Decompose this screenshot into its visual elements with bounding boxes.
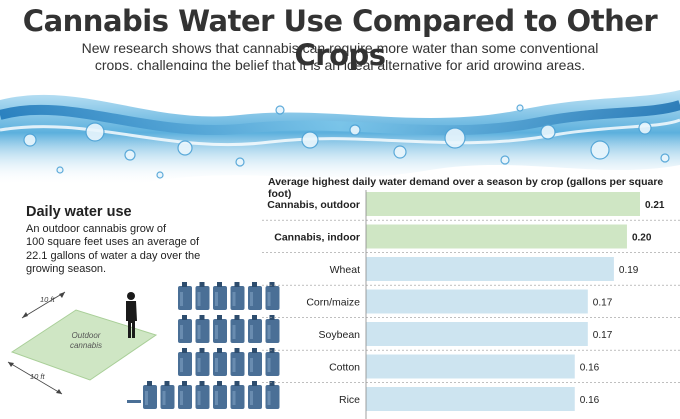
water-jug-icon xyxy=(178,381,192,409)
page-subtitle: New research shows that cannabis can req… xyxy=(20,40,660,74)
water-jug-icon xyxy=(248,315,262,343)
bar-soybean xyxy=(366,322,588,346)
category-label: Rice xyxy=(339,394,360,406)
outdoor-plot xyxy=(10,309,158,381)
water-wave-banner xyxy=(0,70,680,186)
bar-chart: Cannabis, outdoor 0.21 Cannabis, indoor 0.2… xyxy=(262,190,680,419)
category-label: Cotton xyxy=(329,362,360,374)
value-label: 0.21 xyxy=(645,200,665,211)
water-jug-icon xyxy=(248,348,262,376)
plot-label-line1: Outdoor xyxy=(72,331,101,340)
daily-water-use-title: Daily water use xyxy=(26,204,132,220)
bar-cannabis-indoor xyxy=(366,224,627,249)
text-line: growing season. xyxy=(26,262,107,275)
water-jug-icon xyxy=(265,315,280,343)
person-icon xyxy=(126,292,137,338)
water-jug-icon xyxy=(160,381,175,409)
value-label: 0.17 xyxy=(593,330,613,341)
dimension-arrow-top xyxy=(21,291,66,319)
page-title: Cannabis Water Use Compared to Other Cro… xyxy=(22,4,658,72)
partial-jug-icon xyxy=(127,400,141,403)
value-label: 0.17 xyxy=(593,298,613,309)
bar-cannabis-outdoor xyxy=(366,192,640,216)
water-jug-icon xyxy=(213,381,227,409)
water-jug-icon xyxy=(195,315,210,343)
water-jug-icon xyxy=(248,381,262,409)
water-jugs-group xyxy=(127,282,280,409)
water-jug-icon xyxy=(230,282,245,310)
category-label: Cannabis, outdoor xyxy=(267,199,360,211)
water-jug-icon xyxy=(195,381,210,409)
water-jug-icon xyxy=(195,282,210,310)
water-jug-icon xyxy=(178,348,192,376)
water-jug-icon xyxy=(213,348,227,376)
value-label: 0.19 xyxy=(619,265,639,276)
category-label: Corn/maize xyxy=(306,297,360,309)
text-line: 22.1 gallons of water a day over the xyxy=(26,249,201,262)
category-label: Soybean xyxy=(319,329,361,341)
water-jug-icon xyxy=(230,315,245,343)
subtitle-line: New research shows that cannabis can req… xyxy=(81,40,599,56)
bar-corn-maize xyxy=(366,289,588,314)
text-line: 100 square feet uses an average of xyxy=(26,236,200,249)
category-label: Wheat xyxy=(330,264,360,276)
dimension-arrow-bottom xyxy=(7,361,63,395)
bar-wheat xyxy=(366,257,614,281)
value-label: 0.16 xyxy=(580,395,600,406)
water-illustration: Outdoor cannabis 10 ft 10 ft xyxy=(7,282,280,409)
dimension-label-bottom: 10 ft xyxy=(30,372,46,381)
text-line: An outdoor cannabis grow of xyxy=(26,223,167,235)
chart-title: Average highest daily water demand over … xyxy=(268,176,664,200)
subtitle-line: crops, challenging the belief that it is… xyxy=(94,57,586,73)
water-jug-icon xyxy=(143,381,157,409)
water-jug-icon xyxy=(213,315,227,343)
water-jug-icon xyxy=(178,315,192,343)
value-label: 0.16 xyxy=(580,363,600,374)
water-jug-icon xyxy=(230,348,245,376)
water-jug-icon xyxy=(265,348,280,376)
daily-water-use-text: An outdoor cannabis grow of 100 square f… xyxy=(26,223,216,276)
water-jug-icon xyxy=(265,282,280,310)
water-jug-icon xyxy=(195,348,210,376)
water-jug-icon xyxy=(248,282,262,310)
value-label: 0.20 xyxy=(632,233,652,244)
bar-cotton xyxy=(366,354,575,379)
category-label: Cannabis, indoor xyxy=(274,232,360,244)
dimension-label-top: 10 ft xyxy=(40,295,56,304)
water-jug-icon xyxy=(265,381,280,409)
plot-label-line2: cannabis xyxy=(70,341,102,350)
water-jug-icon xyxy=(178,282,192,310)
water-jug-icon xyxy=(213,282,227,310)
water-jug-icon xyxy=(230,381,245,409)
bar-rice xyxy=(366,387,575,411)
